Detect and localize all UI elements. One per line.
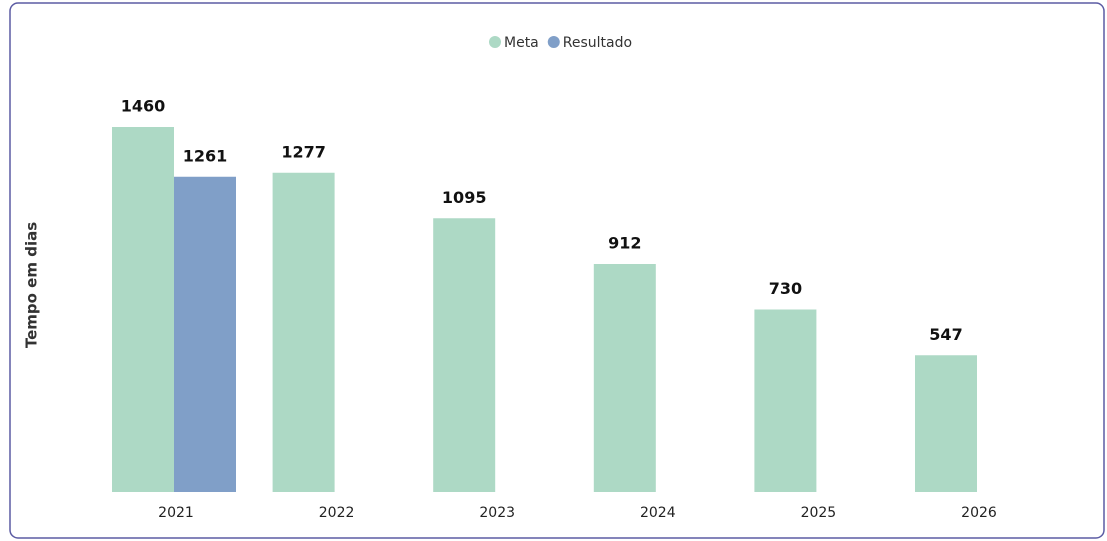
legend-swatch xyxy=(489,36,501,48)
bar xyxy=(272,172,335,492)
x-tick-label: 2021 xyxy=(158,505,194,521)
y-axis-label: Tempo em dias xyxy=(23,222,41,348)
legend-swatch xyxy=(547,36,560,48)
x-tick-label: 2023 xyxy=(479,505,515,521)
data-label: 1261 xyxy=(183,146,228,165)
data-label: 1277 xyxy=(281,142,326,161)
bar xyxy=(174,176,236,492)
data-label: 912 xyxy=(608,234,641,253)
legend-label: Resultado xyxy=(563,35,632,51)
legend-label: Meta xyxy=(504,35,539,51)
data-label: 1095 xyxy=(442,188,487,207)
x-tick-label: 2025 xyxy=(801,505,837,521)
bar xyxy=(915,355,977,492)
x-tick-label: 2022 xyxy=(319,505,355,521)
bar xyxy=(433,218,496,492)
x-tick-label: 2024 xyxy=(640,505,676,521)
data-label: 1460 xyxy=(121,97,166,116)
data-label: 547 xyxy=(929,325,962,344)
bar xyxy=(754,309,817,492)
data-label: 730 xyxy=(769,279,802,298)
bar xyxy=(593,264,656,492)
bar xyxy=(112,127,174,492)
x-tick-label: 2026 xyxy=(961,505,997,521)
